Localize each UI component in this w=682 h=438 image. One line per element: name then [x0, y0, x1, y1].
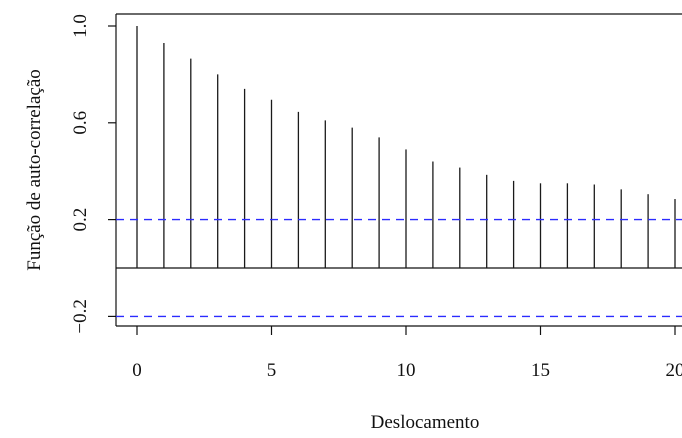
x-tick-label-15: 15	[531, 360, 550, 381]
y-tick-label-1.0: 1.0	[70, 14, 91, 38]
x-tick-label-0: 0	[132, 360, 142, 381]
x-axis: 0 5 10 15 20	[132, 326, 682, 381]
x-tick-label-5: 5	[267, 360, 277, 381]
y-axis-title: Função de auto-correlação	[24, 69, 45, 271]
y-tick-label-0.6: 0.6	[70, 111, 91, 135]
y-axis: −0.2 0.2 0.6 1.0	[70, 14, 116, 334]
confidence-bounds	[116, 218, 682, 318]
x-tick-label-20: 20	[666, 360, 682, 381]
x-tick-label-10: 10	[397, 360, 416, 381]
y-tick-label--0.2: −0.2	[70, 299, 91, 333]
plot-frame	[115, 13, 682, 327]
acf-bars	[136, 26, 676, 268]
x-axis-title: Deslocamento	[371, 412, 480, 433]
y-tick-label-0.2: 0.2	[70, 208, 91, 232]
